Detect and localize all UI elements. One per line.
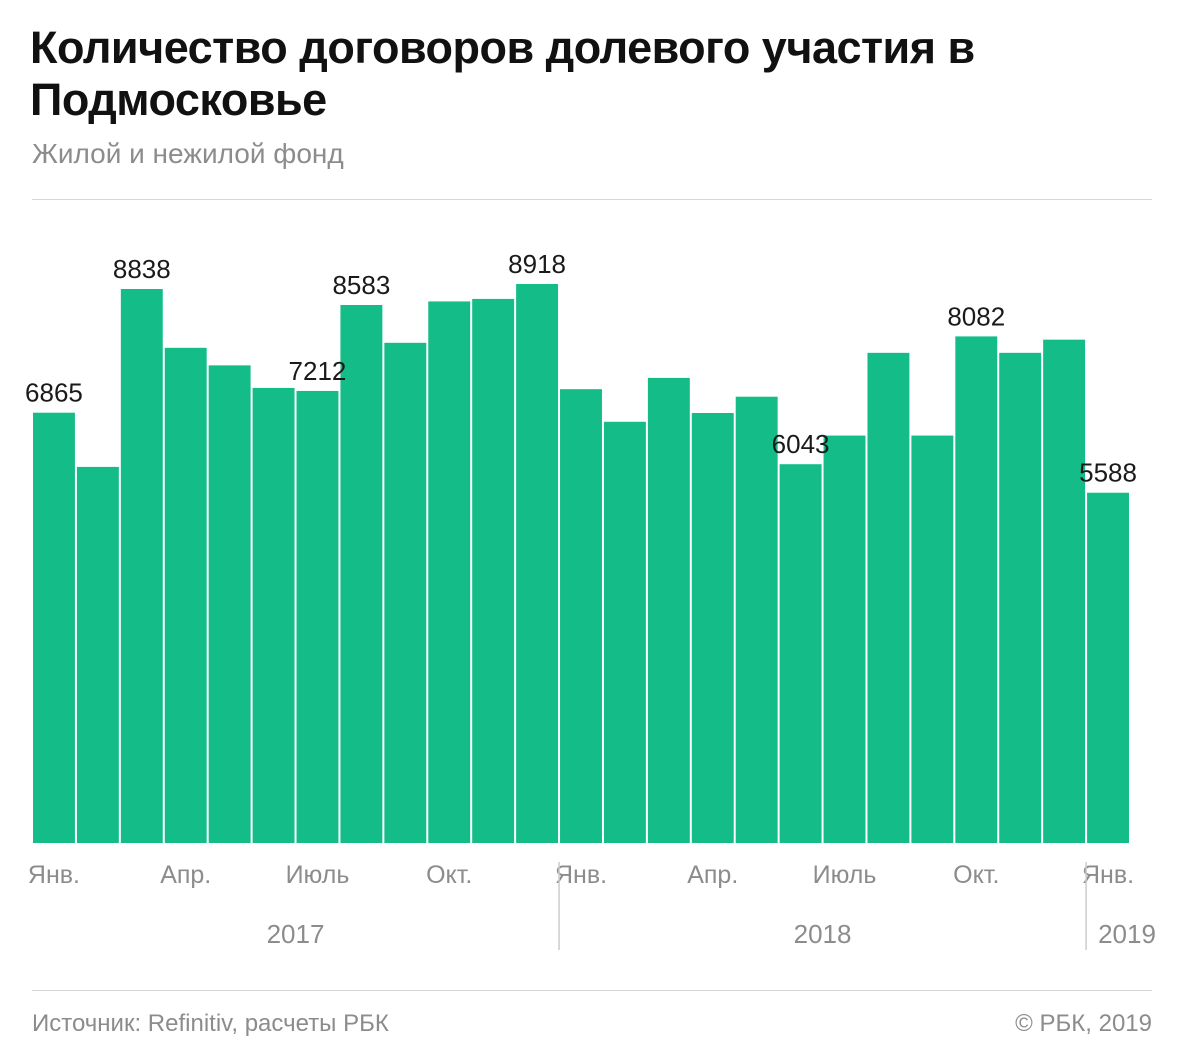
data-label-11: 8918 [508, 249, 566, 279]
bar-23 [1043, 339, 1086, 843]
month-tick-24: Янв. [1082, 861, 1134, 889]
bar-15 [691, 413, 734, 843]
month-tick-6: Июль [286, 861, 350, 889]
bar-1 [76, 466, 119, 843]
year-label-2017: 2017 [267, 919, 325, 949]
bar-2 [120, 289, 163, 843]
bar-11 [516, 284, 559, 843]
x-axis-group: Янв. Апр. Июль Окт. Янв. Апр. Июль Окт. Янв. 2017… [28, 861, 1156, 950]
bar-21 [955, 336, 998, 843]
data-label-6: 7212 [289, 356, 347, 386]
bar-8 [384, 342, 427, 843]
month-tick-21: Окт. [953, 861, 999, 889]
data-label-0: 6865 [25, 378, 83, 408]
data-label-17: 6043 [772, 429, 830, 459]
bar-19 [867, 352, 910, 843]
month-tick-18: Июль [813, 861, 877, 889]
data-label-24: 5588 [1079, 458, 1137, 488]
bar-16 [735, 396, 778, 843]
bar-14 [647, 377, 690, 843]
month-tick-12: Янв. [555, 861, 607, 889]
bar-7 [340, 305, 383, 843]
bar-0 [33, 412, 75, 843]
bar-chart: 6865 8838 7212 8583 8918 6043 8082 5588 Янв. Апр… [25, 249, 1156, 950]
data-labels-group: 6865 8838 7212 8583 8918 6043 8082 5588 [25, 249, 1137, 488]
copyright-note: © РБК, 2019 [1015, 1010, 1152, 1037]
bar-20 [911, 435, 954, 843]
month-tick-3: Апр. [160, 861, 211, 889]
bar-4 [208, 365, 251, 843]
month-tick-15: Апр. [687, 861, 738, 889]
month-tick-9: Окт. [426, 861, 472, 889]
year-label-2018: 2018 [794, 919, 852, 949]
bar-12 [560, 389, 602, 843]
bar-22 [999, 352, 1042, 843]
bars-group [33, 284, 1129, 843]
bar-24 [1087, 492, 1129, 843]
data-label-21: 8082 [947, 301, 1005, 331]
bar-3 [164, 347, 207, 843]
chart-title: Количество договоров долевого участия в … [30, 22, 975, 125]
bar-10 [472, 298, 515, 843]
bar-5 [252, 387, 295, 843]
bottom-divider [32, 990, 1152, 991]
bar-9 [428, 301, 471, 843]
bar-6 [296, 390, 339, 843]
month-tick-0: Янв. [28, 861, 80, 889]
bar-18 [823, 435, 866, 843]
source-note: Источник: Refinitiv, расчеты РБК [32, 1010, 389, 1037]
data-label-2: 8838 [113, 254, 171, 284]
bar-13 [603, 421, 646, 843]
chart-subtitle: Жилой и нежилой фонд [32, 138, 344, 169]
year-label-2019: 2019 [1098, 919, 1156, 949]
data-label-7: 8583 [332, 270, 390, 300]
top-divider [32, 199, 1152, 200]
bar-17 [779, 464, 822, 843]
